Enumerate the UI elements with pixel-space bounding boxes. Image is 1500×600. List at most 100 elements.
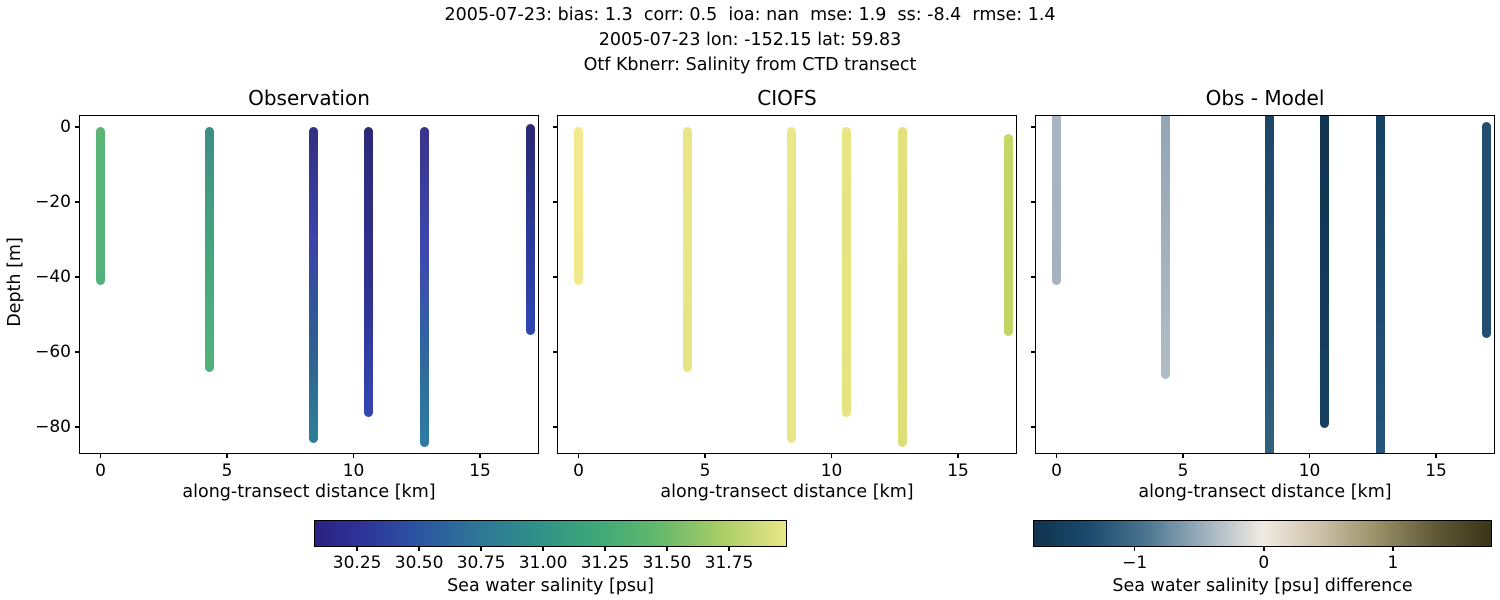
y-axis-label: Depth [m] [5, 237, 25, 327]
y-tick-mark [75, 201, 80, 203]
colorbar-tick-label: 30.75 [456, 553, 506, 573]
y-tick-mark [75, 126, 80, 128]
data-column [573, 127, 583, 286]
x-tick-label: 15 [947, 461, 969, 481]
x-axis-label: along-transect distance [km] [1138, 482, 1392, 502]
y-tick-label: −80 [35, 417, 71, 438]
x-tick-label: 0 [95, 461, 106, 481]
colorbar-label: Sea water salinity [psu] [447, 576, 654, 596]
x-tick-mark [1182, 453, 1184, 458]
data-column [526, 124, 536, 336]
data-column [95, 127, 105, 286]
y-tick-mark [75, 426, 80, 428]
y-tick-label: −40 [35, 267, 71, 288]
y-tick-mark [1031, 126, 1036, 128]
data-column [419, 127, 429, 447]
colorbar-tick-mark [1263, 546, 1265, 551]
x-tick-label: 0 [1051, 461, 1062, 481]
colorbar-tick-mark [604, 546, 606, 551]
panel-title: CIOFS [757, 86, 817, 110]
colorbar-tick-label: 31.75 [704, 553, 754, 573]
colorbar-tick-mark [480, 546, 482, 551]
x-tick-label: 10 [1298, 461, 1321, 481]
dataset-title: Otf Kbnerr: Salinity from CTD transect [583, 55, 917, 75]
x-tick-mark [1435, 453, 1437, 458]
colorbar-label: Sea water salinity [psu] difference [1112, 576, 1413, 596]
x-tick-label: 10 [820, 461, 843, 481]
colorbar-tick-mark [418, 546, 420, 551]
x-axis-label: along-transect distance [km] [660, 482, 914, 502]
y-tick-label: −60 [35, 342, 71, 363]
plot-area [80, 116, 538, 453]
x-tick-label: 5 [221, 461, 233, 481]
x-tick-mark [577, 453, 580, 458]
x-tick-mark [830, 453, 833, 458]
x-tick-label: 5 [1177, 461, 1189, 481]
colorbar-tick-label: 30.25 [332, 553, 382, 573]
y-tick-mark [1031, 276, 1036, 278]
data-column [842, 127, 852, 417]
y-tick-mark [1031, 201, 1036, 203]
colorbar-tick-label: 30.50 [394, 553, 444, 573]
colorbar-tick-mark [1133, 546, 1136, 551]
colorbar-tick-label: −1 [1122, 553, 1148, 573]
data-column [308, 127, 318, 443]
data-column [204, 127, 214, 372]
x-tick-label: 10 [342, 461, 365, 481]
plot-area [558, 116, 1016, 453]
x-tick-mark [479, 453, 481, 458]
x-tick-mark [1308, 453, 1311, 458]
y-tick-mark [1031, 351, 1036, 353]
x-tick-label: 0 [573, 461, 584, 481]
plot-area [1036, 116, 1494, 453]
colorbar-tick-label: 31.50 [642, 553, 692, 573]
y-tick-mark [553, 201, 558, 203]
date-location-title: 2005-07-23 lon: -152.15 lat: 59.83 [598, 30, 902, 50]
y-tick-mark [553, 126, 558, 128]
y-tick-mark [75, 351, 80, 353]
stats-title: 2005-07-23: bias: 1.3 corr: 0.5 ioa: nan… [444, 5, 1056, 25]
colorbar-tick-mark [356, 546, 358, 551]
data-column [897, 127, 907, 447]
panel-title: Obs - Model [1205, 86, 1325, 110]
colorbar-tick-label: 31.00 [518, 553, 568, 573]
x-axis-label: along-transect distance [km] [182, 482, 436, 502]
data-column [1320, 116, 1330, 428]
x-tick-mark [1055, 453, 1058, 458]
data-column [1264, 116, 1274, 453]
colorbar-tick-label: 0 [1258, 553, 1270, 573]
data-column [786, 127, 796, 443]
data-column [1375, 116, 1385, 453]
panel-title: Observation [248, 86, 370, 110]
data-column [1160, 116, 1170, 380]
x-tick-mark [99, 453, 102, 458]
y-tick-label: −20 [35, 192, 71, 213]
data-column [364, 127, 374, 417]
x-tick-mark [957, 453, 959, 458]
colorbar-tick-mark [666, 546, 668, 551]
panel-ciofs: CIOFS along-transect distance [km] 0 5 10 1… [553, 87, 1017, 502]
y-tick-mark [553, 426, 558, 428]
x-tick-label: 5 [699, 461, 711, 481]
y-tick-mark [553, 276, 558, 278]
panel-observation: Observation along-transect distance [km]… [35, 87, 539, 502]
y-tick-mark [75, 276, 80, 278]
y-tick-label: 0 [60, 116, 71, 137]
data-column [1051, 116, 1061, 286]
x-tick-mark [704, 453, 706, 458]
x-tick-mark [226, 453, 228, 458]
x-tick-label: 15 [469, 461, 491, 481]
data-column [1482, 122, 1492, 338]
colorbar-salinity-difference: Sea water salinity [psu] difference −1 0 1 [1033, 520, 1492, 596]
data-column [1004, 134, 1014, 336]
panel-obs-minus-model: Obs - Model along-transect distance [km]… [1031, 87, 1495, 502]
data-column [682, 127, 692, 372]
y-tick-mark [1031, 426, 1036, 428]
colorbar-tick-label: 1 [1387, 553, 1399, 573]
y-tick-mark [553, 351, 558, 353]
colorbar-tick-mark [1392, 546, 1394, 551]
colorbar-tick-mark [728, 546, 730, 551]
colorbar-tick-mark [542, 546, 544, 551]
colorbar-tick-label: 31.25 [580, 553, 630, 573]
